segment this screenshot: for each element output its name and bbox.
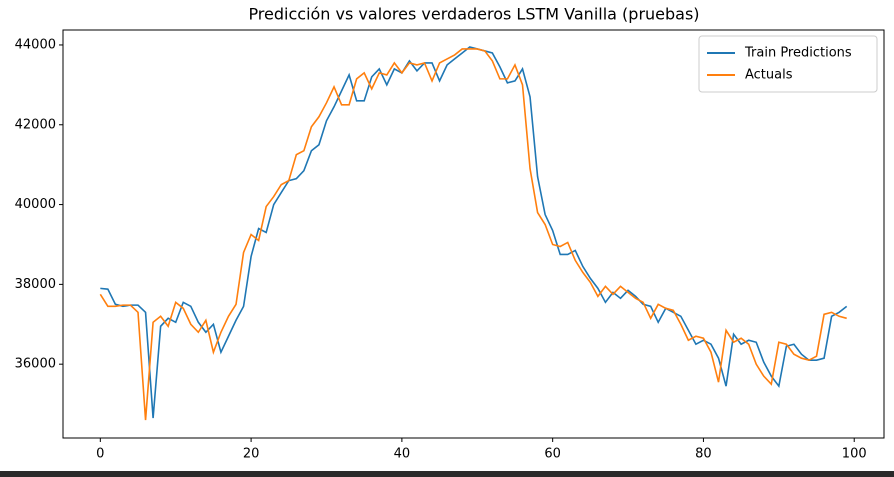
y-tick-label: 38000 xyxy=(15,277,56,292)
plot-frame xyxy=(62,29,885,439)
x-tick-label: 0 xyxy=(96,447,104,462)
series-line xyxy=(99,48,847,421)
x-tick-label: 20 xyxy=(243,447,260,462)
legend-box xyxy=(698,35,878,93)
series-line xyxy=(100,46,848,419)
y-tick-label: 42000 xyxy=(15,117,56,132)
x-tick-label: 40 xyxy=(394,447,411,462)
x-tick-label: 80 xyxy=(695,447,712,462)
legend-label: Actuals xyxy=(745,68,793,83)
bottom-bar xyxy=(0,471,894,477)
legend-label: Train Predictions xyxy=(744,46,852,61)
y-tick-label: 36000 xyxy=(15,357,56,372)
x-tick-label: 60 xyxy=(544,447,561,462)
y-tick-label: 44000 xyxy=(15,37,56,52)
chart-title: Predicción vs valores verdaderos LSTM Va… xyxy=(248,5,699,24)
x-tick-label: 100 xyxy=(842,447,867,462)
y-tick-label: 40000 xyxy=(15,197,56,212)
